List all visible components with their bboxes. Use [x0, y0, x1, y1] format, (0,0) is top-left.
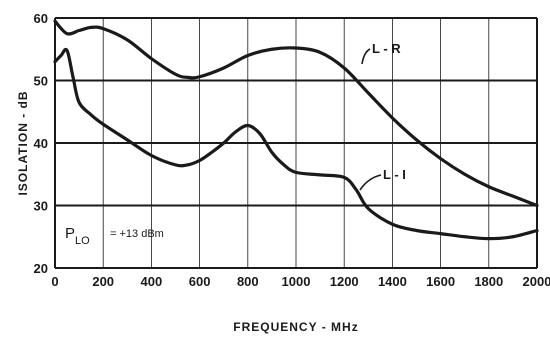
annotation-value: = +13 dBm — [110, 228, 164, 240]
x-tick-label: 1600 — [426, 274, 455, 289]
series-label-l-r: L - R — [372, 41, 401, 56]
x-tick-label: 1400 — [378, 274, 407, 289]
x-tick-label: 1000 — [282, 274, 311, 289]
annotation-subscript: LO — [75, 235, 90, 247]
series-label-l-i: L - I — [383, 167, 406, 182]
series-line-l-i — [53, 47, 539, 241]
leader-line-l-r — [361, 48, 371, 65]
x-tick-label: 2000 — [523, 274, 550, 289]
x-axis-title: FREQUENCY - MHz — [233, 320, 358, 334]
y-tick-label: 60 — [34, 11, 48, 26]
series-line-l-r — [53, 19, 539, 208]
x-tick-label: 600 — [189, 274, 211, 289]
series-layer — [53, 19, 539, 241]
x-tick-label: 400 — [141, 274, 163, 289]
leader-line-l-i — [359, 174, 382, 191]
power-annotation: P LO = +13 dBm — [65, 225, 164, 247]
y-tick-label: 30 — [34, 199, 48, 214]
y-axis-title: ISOLATION - dB — [16, 90, 30, 195]
grid — [54, 17, 538, 269]
y-tick-label: 20 — [34, 261, 48, 276]
tick-labels: 0 200 400 600 800 1000 1200 1400 1600 1800 2000 20 3… — [34, 11, 550, 289]
x-tick-label: 1800 — [474, 274, 503, 289]
annotation-symbol: P — [65, 225, 75, 242]
x-tick-label: 1200 — [330, 274, 359, 289]
x-tick-label: 800 — [237, 274, 259, 289]
y-tick-label: 40 — [34, 136, 48, 151]
x-tick-label: 200 — [92, 274, 114, 289]
y-tick-label: 50 — [34, 74, 48, 89]
x-tick-label: 0 — [51, 274, 58, 289]
